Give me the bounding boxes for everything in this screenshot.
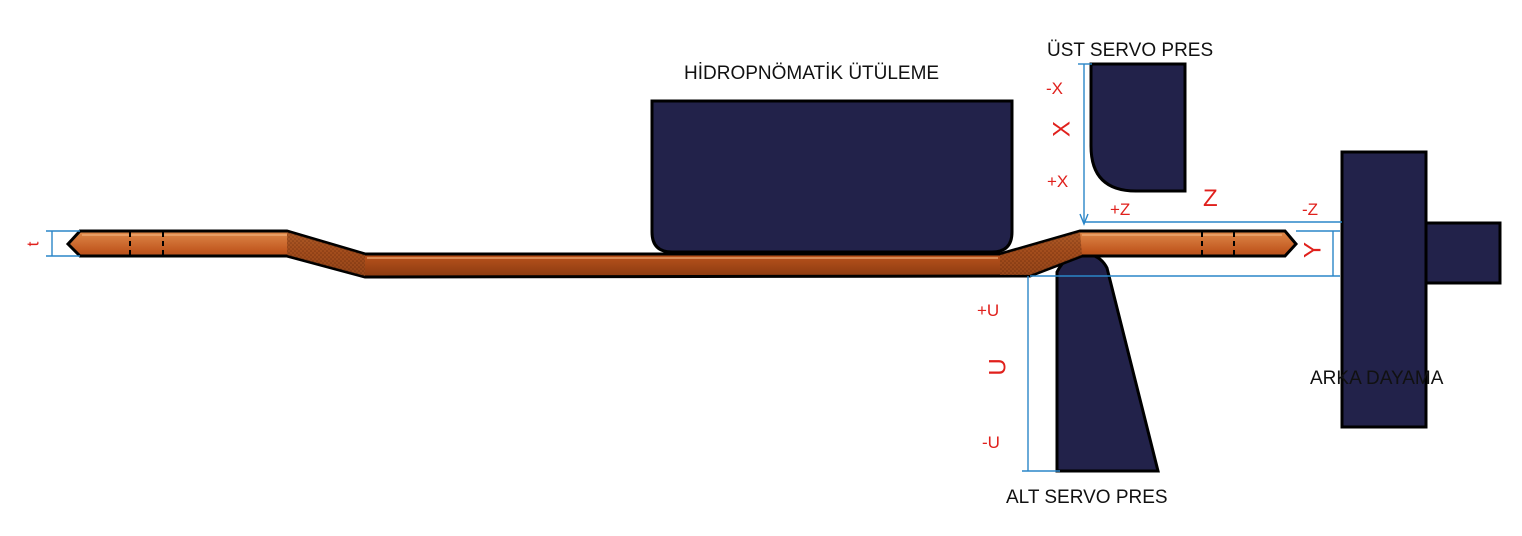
- y-axis-label: Y: [1299, 242, 1326, 258]
- z-pos-label: +Z: [1110, 200, 1130, 219]
- y-dimension: [1030, 230, 1340, 277]
- x-axis-label: X: [1048, 121, 1075, 137]
- hydro-ironing-tool: [650, 99, 1014, 254]
- x-neg-label: -X: [1046, 79, 1063, 98]
- back-stop-plate: [1340, 150, 1428, 429]
- z-neg-label: -Z: [1302, 200, 1318, 219]
- u-axis-label: U: [984, 358, 1011, 375]
- upper-servo-press: [1089, 62, 1187, 193]
- part-highlight: [82, 234, 1282, 259]
- t-dimension: [46, 230, 80, 257]
- sheet-part: [65, 229, 1298, 279]
- z-dimension: [1079, 213, 1342, 226]
- back-stop-label: ARKA DAYAMA: [1310, 368, 1444, 389]
- z-axis-label: Z: [1203, 185, 1218, 212]
- u-neg-label: -U: [982, 433, 1000, 452]
- lower-servo-press: [1055, 252, 1160, 473]
- x-dimension: [1078, 63, 1092, 222]
- u-dimension: [1022, 276, 1060, 472]
- left-break-marks: [129, 232, 164, 255]
- t-axis-label: t: [23, 241, 42, 246]
- hydro-label: HİDROPNÖMATİK ÜTÜLEME: [684, 63, 939, 84]
- right-bend-zone: [1000, 232, 1082, 275]
- back-stop-rod: [1424, 221, 1502, 285]
- u-pos-label: +U: [977, 301, 999, 320]
- upper-press-label: ÜST SERVO PRES: [1047, 40, 1213, 61]
- lower-press-label: ALT SERVO PRES: [1006, 487, 1168, 508]
- right-break-marks: [1201, 232, 1235, 255]
- left-bend-zone: [287, 232, 365, 276]
- x-pos-label: +X: [1047, 172, 1068, 191]
